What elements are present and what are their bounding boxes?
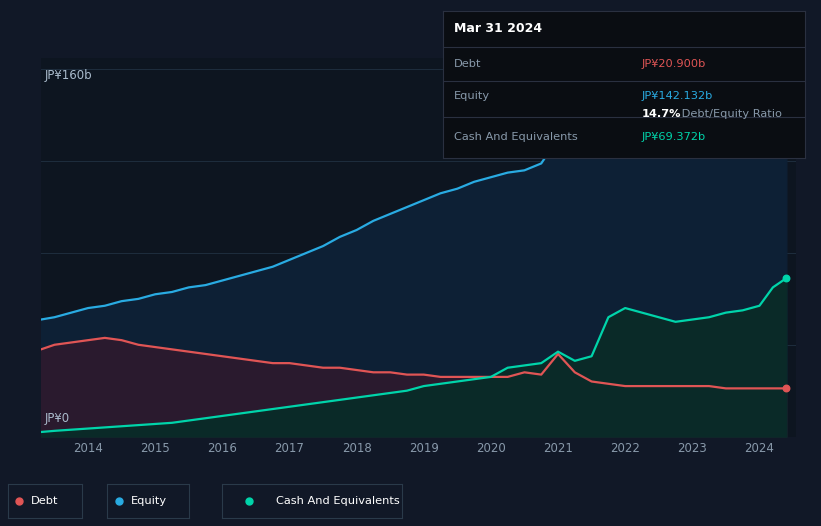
Text: Mar 31 2024: Mar 31 2024 (454, 22, 543, 35)
Point (780, 274, 793, 282)
Text: JP¥0: JP¥0 (45, 412, 70, 425)
Text: 14.7%: 14.7% (642, 108, 681, 119)
Text: Cash And Equivalents: Cash And Equivalents (276, 496, 400, 506)
Point (112, 497, 126, 505)
Point (780, 384, 793, 392)
Point (13, 497, 26, 505)
Text: Debt: Debt (30, 496, 57, 506)
Text: JP¥142.132b: JP¥142.132b (642, 91, 713, 101)
Text: JP¥20.900b: JP¥20.900b (642, 59, 706, 69)
Text: JP¥160b: JP¥160b (45, 69, 93, 82)
Text: Equity: Equity (131, 496, 167, 506)
Text: Debt: Debt (454, 59, 482, 69)
Text: Debt/Equity Ratio: Debt/Equity Ratio (678, 108, 782, 119)
Point (242, 497, 255, 505)
Point (780, 106, 793, 115)
Text: Cash And Equivalents: Cash And Equivalents (454, 132, 578, 142)
Text: Equity: Equity (454, 91, 490, 101)
Text: JP¥69.372b: JP¥69.372b (642, 132, 706, 142)
